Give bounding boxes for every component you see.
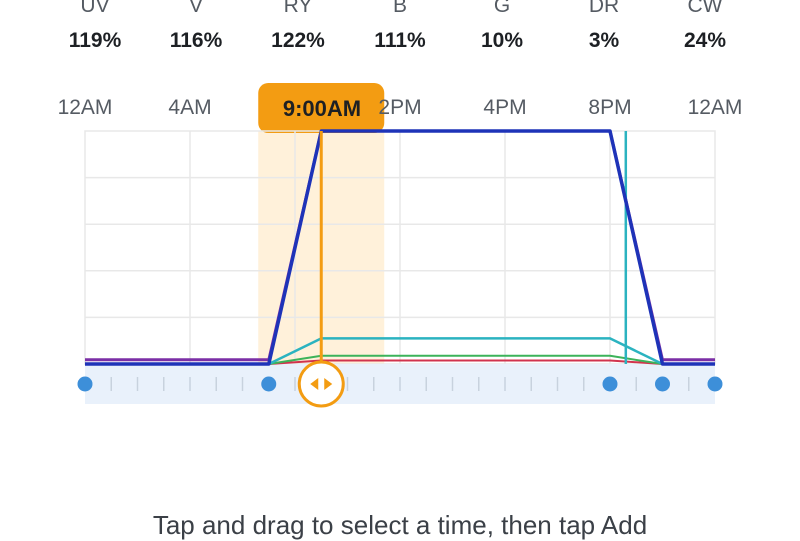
x-tick-label: 8PM <box>588 96 632 119</box>
selected-time-tab <box>258 83 385 133</box>
channel-name: RY <box>283 0 313 17</box>
instruction-text: Tap and drag to select a time, then tap … <box>152 510 648 540</box>
keyframe-point[interactable] <box>707 376 723 392</box>
arrow-left-icon <box>310 378 319 390</box>
keyframe-point[interactable] <box>602 376 618 392</box>
selected-time-label: 9:00AM <box>282 96 362 121</box>
channel-value: 116% <box>169 29 223 52</box>
channel-name: CW <box>687 0 723 17</box>
x-axis-labels: 12AM 4AM 2PM 4PM 8PM 12AM <box>0 96 800 126</box>
x-tick-label: 4AM <box>168 96 212 119</box>
channel-name: UV <box>80 0 110 17</box>
channel-value: 24% <box>683 29 727 52</box>
channel-values: UV 119% V 116% RY 122% B 111% G 10% DR 3… <box>0 0 800 60</box>
keyframe-point[interactable] <box>261 376 277 392</box>
keyframe-point[interactable] <box>655 376 670 392</box>
arrow-right-icon <box>324 378 333 390</box>
x-tick-label: 12AM <box>687 96 743 119</box>
channel-name: G <box>493 0 511 17</box>
channel-value: 10% <box>480 29 524 52</box>
channel-name: DR <box>588 0 620 17</box>
series-line-5 <box>85 129 715 366</box>
channel-value: 122% <box>271 29 325 52</box>
channel-value: 3% <box>588 29 620 52</box>
time-drag-handle[interactable] <box>297 360 345 408</box>
channel-name: V <box>188 0 203 17</box>
channel-value: 119% <box>68 29 122 52</box>
keyframe-point[interactable] <box>77 376 93 392</box>
x-tick-label: 2PM <box>378 96 422 119</box>
channel-name: B <box>392 0 407 17</box>
x-tick-label: 12AM <box>57 96 113 119</box>
x-tick-label: 4PM <box>483 96 527 119</box>
channel-value: 111% <box>374 29 426 52</box>
